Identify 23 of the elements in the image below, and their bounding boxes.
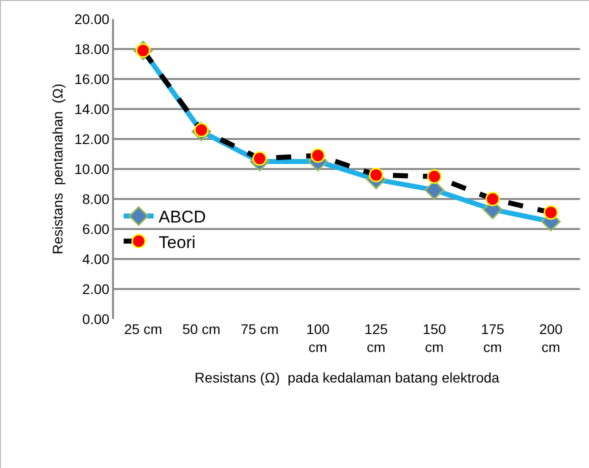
y-tick-label: 10.00: [74, 160, 110, 177]
x-tick-label: 150 cm: [422, 321, 446, 356]
x-tick-label: 75 cm: [240, 321, 279, 337]
x-tick-label: 175 cm: [480, 321, 505, 356]
x-tick-label: 50 cm: [182, 321, 220, 337]
legend-label: ABCD: [158, 208, 206, 227]
legend-label: Teori: [158, 232, 196, 252]
y-tick-label: 12.00: [74, 130, 110, 147]
x-tick-label: 25 cm: [124, 321, 162, 337]
y-tick-label: 0.00: [82, 310, 110, 327]
y-tick-label: 4.00: [82, 250, 110, 267]
x-tick-label: 100 cm: [306, 321, 330, 356]
y-tick-label: 8.00: [82, 190, 110, 207]
y-tick-label: 14.00: [74, 100, 110, 117]
y-tick-label: 16.00: [74, 70, 110, 87]
x-axis-title: Resistans (Ω) pada kedalaman batang elektroda: [194, 370, 500, 386]
x-tick-label: 200 cm: [539, 321, 563, 356]
y-axis-title: Resistans pentanahan (Ω): [50, 84, 66, 254]
y-tick-label: 20.00: [74, 10, 110, 27]
y-tick-label: 18.00: [74, 40, 110, 57]
x-tick-label: 125 cm: [364, 321, 388, 356]
y-tick-label: 6.00: [82, 220, 110, 237]
y-tick-label: 2.00: [82, 280, 110, 297]
